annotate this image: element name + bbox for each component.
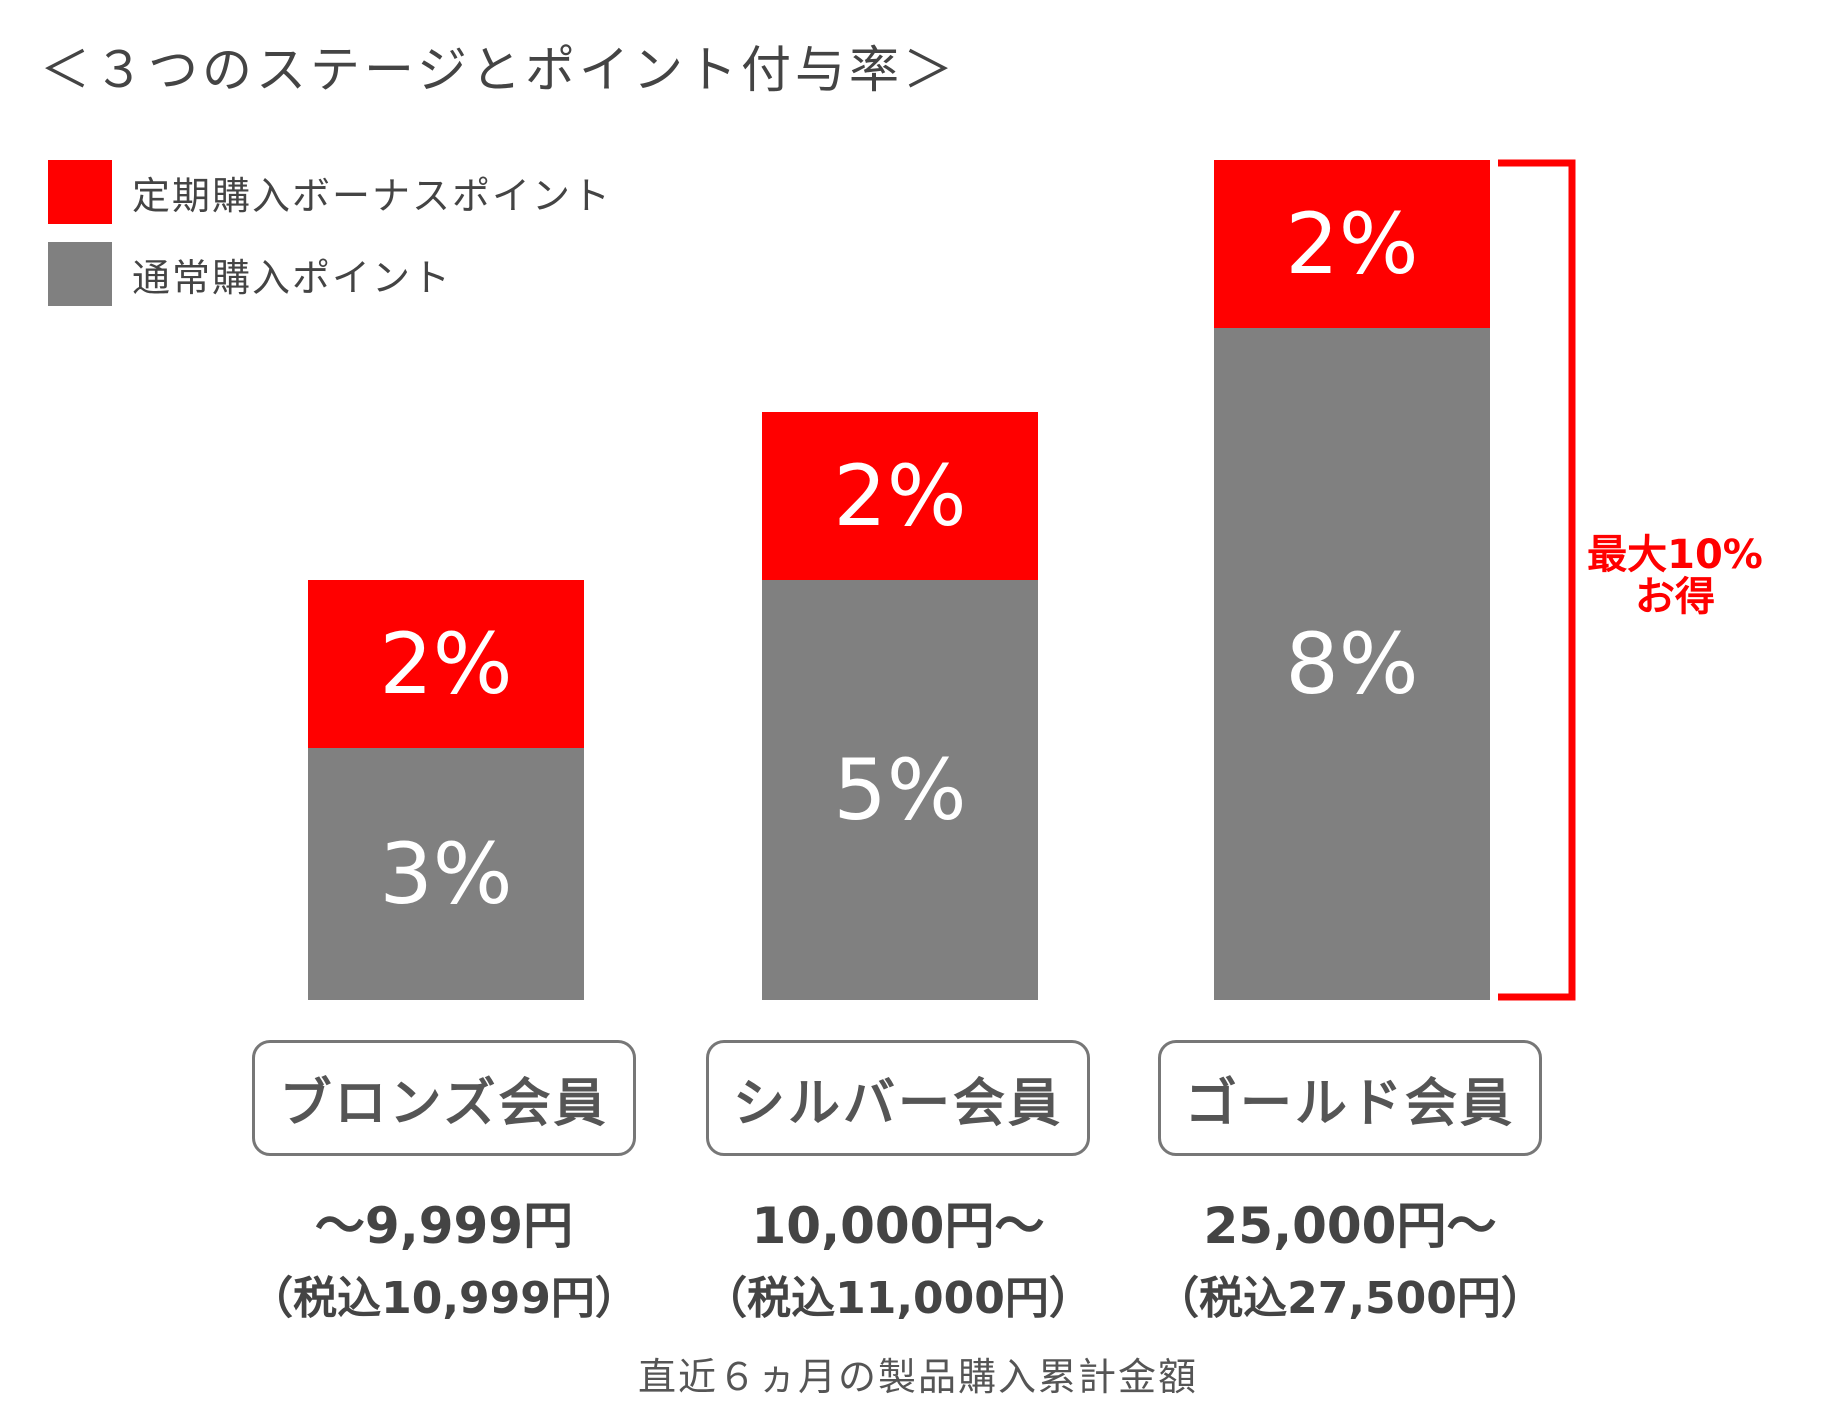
chart-title: ＜３つのステージとポイント付与率＞ (40, 41, 957, 99)
stage-gold-label: ゴールド会員 (1158, 1040, 1542, 1156)
stage-gold-price: 25,000円～ (1203, 1197, 1497, 1255)
legend-swatch-bonus (48, 160, 112, 224)
annotation-line-2: お得 (1635, 574, 1715, 620)
bar-bonus-label-bronze: 2% (379, 615, 512, 713)
legend-item-bonus: 定期購入ボーナスポイント (48, 160, 612, 224)
stage-bronze-price: ～9,999円 (314, 1197, 574, 1255)
bar-regular-label-bronze: 3% (379, 825, 512, 923)
footnote: 直近６ヵ月の製品購入累計金額 (637, 1355, 1198, 1399)
bar-regular-bronze (308, 748, 584, 1000)
annotation-line-1: 最大10% (1587, 532, 1763, 578)
legend-item-regular: 通常購入ポイント (48, 242, 452, 306)
bar-bonus-gold (1214, 160, 1490, 328)
legend-swatch-regular (48, 242, 112, 306)
bar-regular-silver (762, 580, 1038, 1000)
bar-bonus-bronze (308, 580, 584, 748)
legend-label-regular: 通常購入ポイント (132, 255, 453, 300)
stage-bronze-tax: （税込10,999円） (249, 1273, 639, 1324)
stage-silver-tax: （税込11,000円） (703, 1273, 1093, 1324)
max-benefit-bracket (1498, 159, 1576, 1001)
bar-regular-gold (1214, 328, 1490, 1000)
max-benefit-annotation: 最大10% お得 (1580, 534, 1770, 618)
stage-bronze-label: ブロンズ会員 (252, 1040, 636, 1156)
bar-bonus-label-gold: 2% (1285, 195, 1418, 293)
stage-gold-tax: （税込27,500円） (1155, 1273, 1545, 1324)
bar-bonus-label-silver: 2% (833, 447, 966, 545)
stage-silver-label: シルバー会員 (706, 1040, 1090, 1156)
bar-regular-label-gold: 8% (1285, 615, 1418, 713)
stage-silver-price: 10,000円～ (751, 1197, 1045, 1255)
bar-regular-label-silver: 5% (833, 741, 966, 839)
bar-bonus-silver (762, 412, 1038, 580)
legend-label-bonus: 定期購入ボーナスポイント (132, 173, 613, 218)
